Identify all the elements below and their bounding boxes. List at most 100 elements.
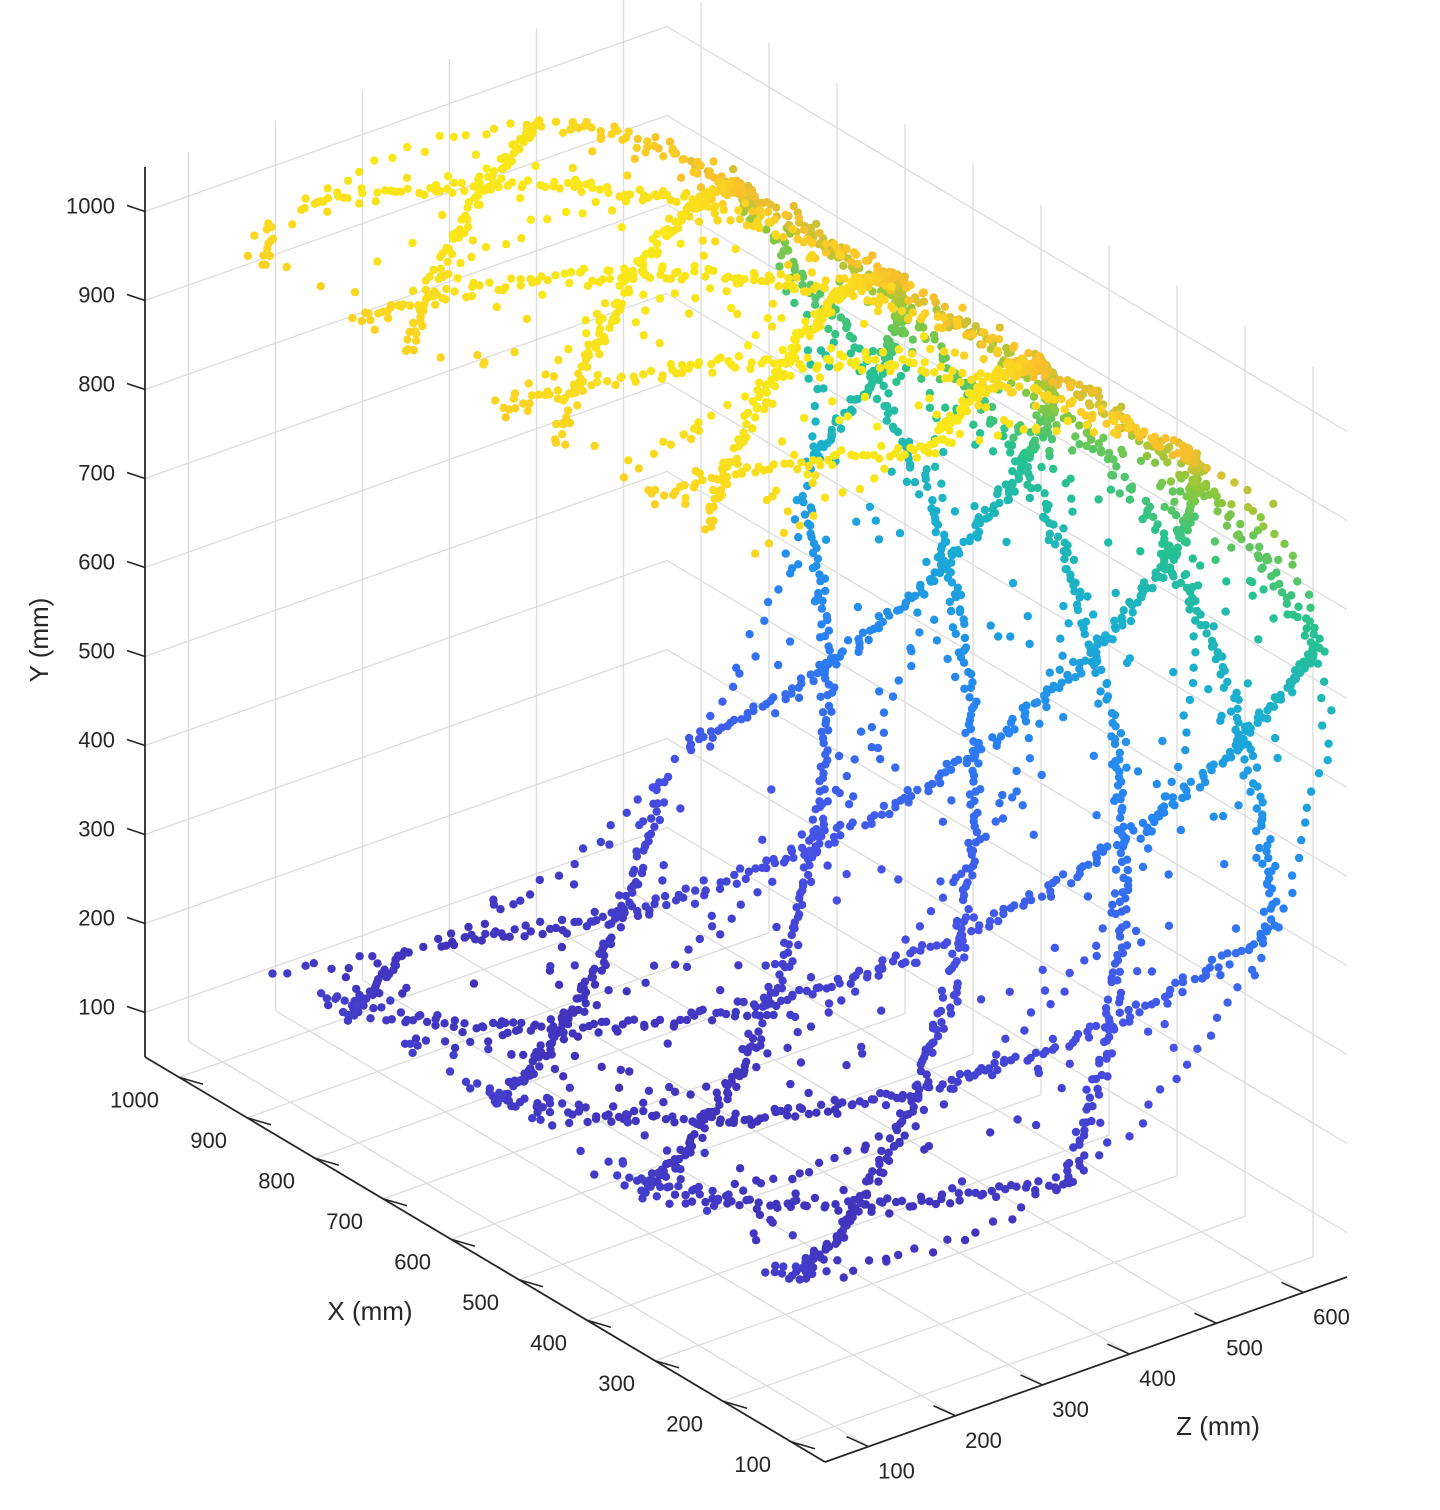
data-point <box>874 971 883 980</box>
data-point <box>1067 879 1076 888</box>
data-point <box>1184 597 1193 606</box>
data-point <box>994 632 1003 641</box>
data-point <box>1107 732 1116 741</box>
data-point <box>578 209 587 218</box>
data-point <box>742 420 751 429</box>
data-point <box>568 163 577 173</box>
data-point <box>822 1267 831 1276</box>
data-point <box>943 423 952 432</box>
data-point <box>605 266 614 275</box>
data-point <box>672 197 681 207</box>
data-point <box>382 1016 391 1025</box>
data-point <box>1060 538 1070 547</box>
data-point <box>819 384 828 393</box>
data-point <box>1233 983 1242 992</box>
data-point <box>1092 951 1101 961</box>
data-point <box>1103 1138 1112 1147</box>
data-point <box>597 1017 606 1027</box>
data-point <box>1049 520 1058 529</box>
data-point <box>708 733 717 742</box>
data-point <box>1258 859 1267 868</box>
data-point <box>923 482 932 491</box>
data-point <box>1046 892 1056 901</box>
data-point <box>434 934 443 944</box>
data-point <box>564 344 573 354</box>
data-point <box>707 1016 717 1025</box>
data-point <box>383 314 393 323</box>
data-point <box>926 344 935 354</box>
data-point <box>827 707 836 716</box>
data-point <box>821 1245 830 1254</box>
data-point <box>386 996 395 1005</box>
data-point <box>543 276 552 285</box>
data-point <box>1272 694 1281 704</box>
data-point <box>757 1035 766 1044</box>
data-point <box>1066 399 1076 408</box>
data-point <box>818 799 827 809</box>
data-point <box>823 1107 833 1116</box>
data-point <box>879 801 889 811</box>
data-point <box>1059 713 1068 722</box>
data-point <box>1003 348 1013 358</box>
data-point <box>885 809 894 819</box>
z-tick <box>846 1435 869 1448</box>
data-point <box>1065 381 1075 390</box>
data-point <box>466 1084 475 1093</box>
data-point <box>882 416 891 425</box>
data-point <box>528 1057 537 1066</box>
data-point <box>658 876 667 885</box>
data-point <box>946 1009 956 1018</box>
data-point <box>1037 770 1046 780</box>
data-point <box>1125 1132 1134 1141</box>
data-point <box>1216 970 1225 980</box>
data-point <box>1112 462 1121 471</box>
data-point <box>734 206 743 215</box>
data-point <box>1193 1044 1202 1054</box>
z-tick <box>1020 1374 1043 1386</box>
data-point <box>569 1008 578 1017</box>
data-point <box>524 379 533 388</box>
data-point <box>933 1032 943 1041</box>
data-point <box>676 482 685 491</box>
data-point <box>674 890 683 900</box>
data-point <box>916 1066 926 1076</box>
data-point <box>1253 551 1263 560</box>
data-point <box>903 314 913 324</box>
grid-line-y-side <box>144 381 668 569</box>
data-point <box>998 814 1008 823</box>
data-point <box>858 451 868 460</box>
data-point <box>596 134 606 144</box>
x-tick-label: 1000 <box>110 1087 159 1112</box>
data-point <box>316 989 326 998</box>
data-point <box>1182 492 1191 501</box>
grid-line-y-side <box>144 203 668 391</box>
data-point <box>753 386 762 395</box>
data-point <box>848 973 858 982</box>
data-point <box>1097 404 1106 414</box>
data-point <box>803 470 812 479</box>
data-point <box>650 141 659 151</box>
data-point <box>842 771 851 781</box>
data-point <box>570 859 579 869</box>
data-point <box>783 1104 793 1113</box>
data-point <box>974 738 983 748</box>
data-point <box>1085 1093 1095 1102</box>
data-point <box>1008 793 1017 802</box>
data-point <box>1168 799 1177 808</box>
data-point <box>904 798 913 807</box>
data-point <box>873 422 882 431</box>
data-point <box>1008 578 1018 588</box>
data-point <box>960 633 970 643</box>
data-point <box>964 720 974 729</box>
data-point <box>1233 704 1242 713</box>
data-point <box>820 632 830 641</box>
data-point <box>958 303 967 312</box>
data-point <box>1266 904 1275 913</box>
data-point <box>783 1111 792 1120</box>
data-point <box>606 821 615 830</box>
data-point <box>832 823 842 833</box>
data-point <box>497 164 507 173</box>
data-point <box>976 785 985 794</box>
x-tick <box>518 1278 544 1288</box>
data-point <box>1315 643 1324 653</box>
